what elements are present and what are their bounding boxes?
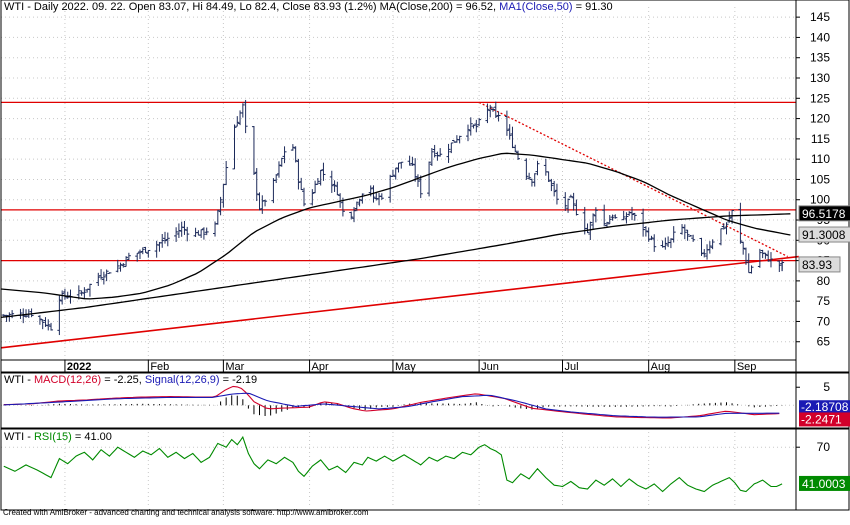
rsi-value-box [799,475,850,491]
rsi-panel-frame [0,428,850,511]
time-tick-label: Sep [737,361,757,373]
price-tick-label: 65 [817,335,831,349]
price-tick-label: 135 [810,51,830,65]
ma50-label: MA1(Close,50) [499,1,573,13]
macd-value-label: -2.2471 [801,412,842,426]
macd-value-box [799,412,850,427]
panel-frames [0,0,850,511]
signal-value: = -2.19 [222,374,258,386]
signal-line [3,392,780,418]
symbol-date-text: WTI - Daily 2022. 09. 22. [4,1,126,13]
signal-label: Signal(12,26,9) [144,374,220,386]
footer-credit: Created with AmiBroker - advanced charti… [3,508,369,517]
price-bars-layer [0,99,791,336]
rsi-value: = 41.00 [74,431,112,443]
price-value-box [798,256,841,273]
support-trendline [0,255,799,349]
high-value: 84.49 [205,1,234,13]
price-value-box [798,226,850,243]
macd-symbol-text: WTI - [4,374,34,386]
rsi-symbol-text: WTI - [4,431,34,443]
price-tick-label: 115 [811,132,830,146]
macd-tick-label: 5 [823,380,830,394]
time-tick-label: Aug [651,361,671,373]
price-value-label: 96.5178 [802,207,846,221]
price-tick-label: 120 [810,112,830,126]
price-value-box [798,205,850,222]
indicator-layer [3,385,783,493]
low-value: 82.4 [254,1,277,13]
open-value: 83.07 [158,1,187,13]
ma50-line [0,152,791,300]
open-label: Open [128,1,156,13]
rsi-value-label: 41.0003 [802,477,846,491]
grid-layer [1,7,796,508]
price-value-label: 83.93 [802,258,832,272]
axis-labels-layer: 6570758085909510010511011512012513013514… [1,10,850,491]
close-label: Close [282,1,311,13]
time-tick-label: 2022 [67,361,91,373]
price-tick-label: 125 [810,91,830,105]
rsi-tick-label: 70 [817,440,831,454]
change-value: (1.2%) [344,1,377,13]
close-value: 83.93 [313,1,342,13]
price-value-label: 91.3008 [802,228,846,242]
ma50-value: 91.30 [585,1,613,13]
macd-line [3,385,780,419]
time-tick-label: Mar [225,361,244,373]
price-tick-label: 130 [810,71,830,85]
macd-value-box [799,400,850,415]
price-tick-label: 100 [810,193,830,207]
price-panel-frame [0,0,850,373]
low-label: Lo [239,1,252,13]
price-panel-header: WTI - Daily 2022. 09. 22. Open 83.07, Hi… [4,1,613,13]
macd-panel-header: WTI - MACD(12,26) = -2.25, Signal(12,26,… [4,374,257,386]
time-tick-label: Feb [150,361,169,373]
price-tick-label: 80 [817,274,831,288]
time-tick-label: Jul [565,361,579,373]
time-tick-label: Apr [312,361,329,373]
ma200-value: 96.52 [465,1,494,13]
rsi-panel-header: WTI - RSI(15) = 41.00 [4,431,112,443]
time-tick-label: May [395,361,416,373]
ma200-label: MA(Close,200) [379,1,453,13]
price-tick-label: 140 [810,30,830,44]
trendline-layer [0,101,799,349]
price-tick-label: 145 [810,10,830,24]
price-tick-label: 70 [817,314,831,328]
price-tick-label: 105 [810,172,830,186]
time-tick-label: Jun [481,361,499,373]
price-tick-label: 75 [817,294,831,308]
macd-value-label: -2.18708 [801,400,849,414]
high-label: Hi [192,1,203,13]
resistance-trendline-dotted [478,101,788,258]
rsi-line [3,435,783,493]
macd-label: MACD(12,26) [33,374,102,386]
ma200-line [0,213,791,319]
rsi-label: RSI(15) [33,431,72,443]
macd-value: = -2.25, [104,374,142,386]
price-tick-label: 110 [811,152,830,166]
